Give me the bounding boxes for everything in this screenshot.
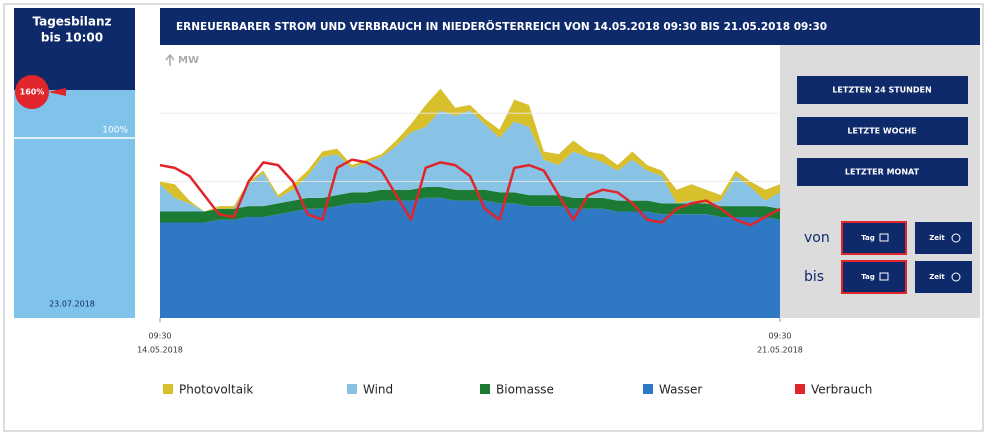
line [159, 158, 781, 227]
time-picker-bg[interactable] [915, 222, 972, 254]
day-picker-bg[interactable] [841, 221, 907, 255]
day-picker-bg[interactable] [841, 260, 907, 294]
legend-label: Verbrauch [811, 383, 872, 397]
day-picker[interactable]: Tag [841, 221, 907, 255]
time-picker-bg[interactable] [915, 261, 972, 293]
panel-title: Tagesbilanz [32, 15, 111, 29]
clock-icon[interactable] [951, 233, 961, 243]
button-bg[interactable] [797, 117, 968, 145]
button-bg[interactable] [797, 76, 968, 104]
calendar-icon[interactable] [879, 233, 889, 242]
day-picker-label[interactable]: Tag [861, 234, 875, 242]
time-picker[interactable]: Zeit [915, 261, 972, 293]
button[interactable]: LETZTER MONAT [797, 158, 968, 186]
calendar-icon[interactable] [879, 272, 889, 281]
x-tick-date: 21.05.2018 [757, 346, 803, 355]
y-axis-arrow [165, 53, 175, 66]
range-label: von [804, 230, 830, 246]
area [160, 186, 780, 223]
legend-label: Wasser [659, 383, 702, 397]
chart-title: ERNEUERBARER STROM UND VERBRAUCH IN NIED… [176, 19, 827, 33]
legend-label: Biomasse [496, 383, 554, 397]
legend-swatch [795, 384, 805, 394]
area [160, 88, 780, 212]
range-label: bis [804, 269, 824, 285]
x-tick-label: 09:30 [768, 332, 791, 341]
panel-subtitle: bis 10:00 [41, 31, 103, 45]
badge [15, 75, 49, 109]
time-picker[interactable]: Zeit [915, 222, 972, 254]
legend-swatch [643, 384, 653, 394]
button[interactable]: LETZTE WOCHE [797, 117, 968, 145]
button-bg[interactable] [797, 158, 968, 186]
button[interactable]: LETZTEN 24 STUNDEN [797, 76, 968, 104]
clock-icon[interactable] [951, 272, 961, 282]
button-label[interactable]: LETZTER MONAT [845, 168, 920, 177]
legend-label: Photovoltaik [179, 383, 253, 397]
area [160, 197, 780, 318]
button-label[interactable]: LETZTEN 24 STUNDEN [832, 86, 931, 95]
reference-label: 100% [102, 126, 128, 136]
time-picker-label[interactable]: Zeit [929, 234, 945, 242]
area [160, 110, 780, 212]
legend-swatch [347, 384, 357, 394]
badge-pointer [48, 88, 66, 96]
button-label[interactable]: LETZTE WOCHE [847, 127, 916, 136]
panel-gauge [14, 90, 135, 318]
x-tick-date: 14.05.2018 [137, 346, 183, 355]
day-picker[interactable]: Tag [841, 260, 907, 294]
legend-swatch [480, 384, 490, 394]
badge-label: 160% [20, 88, 45, 97]
legend-label: Wind [363, 383, 393, 397]
time-picker-label[interactable]: Zeit [929, 273, 945, 281]
title-bar [160, 8, 980, 45]
day-picker-label[interactable]: Tag [861, 273, 875, 281]
x-tick-label: 09:30 [148, 332, 171, 341]
legend-swatch [163, 384, 173, 394]
panel-date: 23.07.2018 [49, 300, 95, 309]
y-axis-label: MW [178, 55, 199, 66]
